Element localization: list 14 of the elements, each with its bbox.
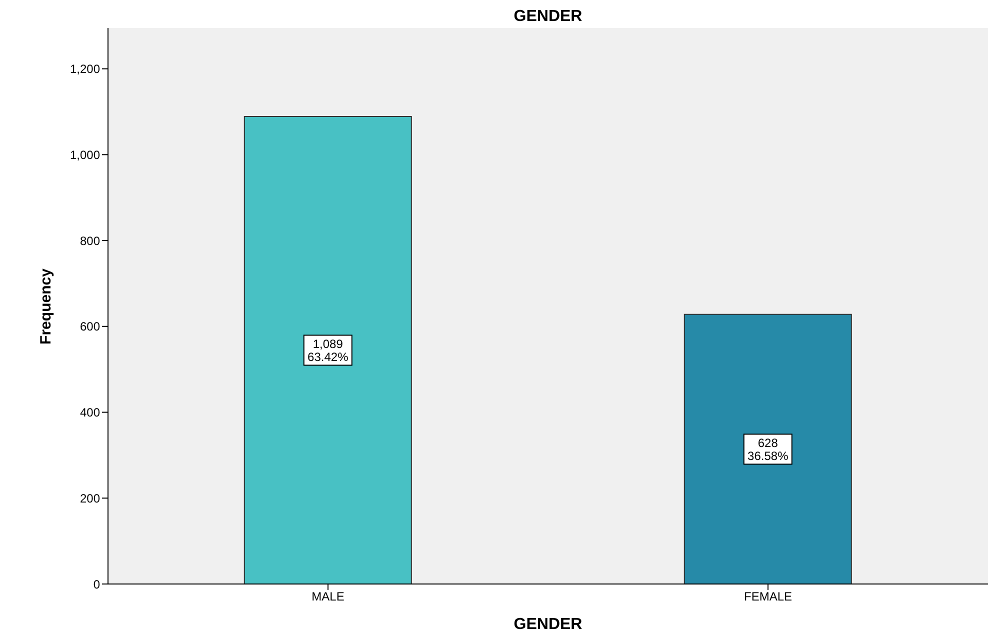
y-tick-label: 400	[80, 406, 100, 420]
x-axis-title: GENDER	[512, 616, 584, 634]
y-tick-label: 1,200	[70, 62, 100, 76]
data-label: 1,089 63.42%	[308, 337, 349, 364]
data-label: 628 36.58%	[748, 436, 789, 464]
x-tick-label: FEMALE	[744, 590, 792, 604]
x-tick-label: MALE	[312, 590, 344, 604]
y-tick-label: 1,000	[70, 148, 100, 162]
y-tick-label: 200	[80, 491, 100, 506]
y-tick-label: 800	[80, 234, 100, 248]
y-axis-title: Frequency	[38, 268, 54, 346]
chart-title: GENDER	[512, 8, 584, 27]
y-tick-label: 0	[93, 577, 100, 592]
y-tick-label: 600	[80, 320, 100, 334]
